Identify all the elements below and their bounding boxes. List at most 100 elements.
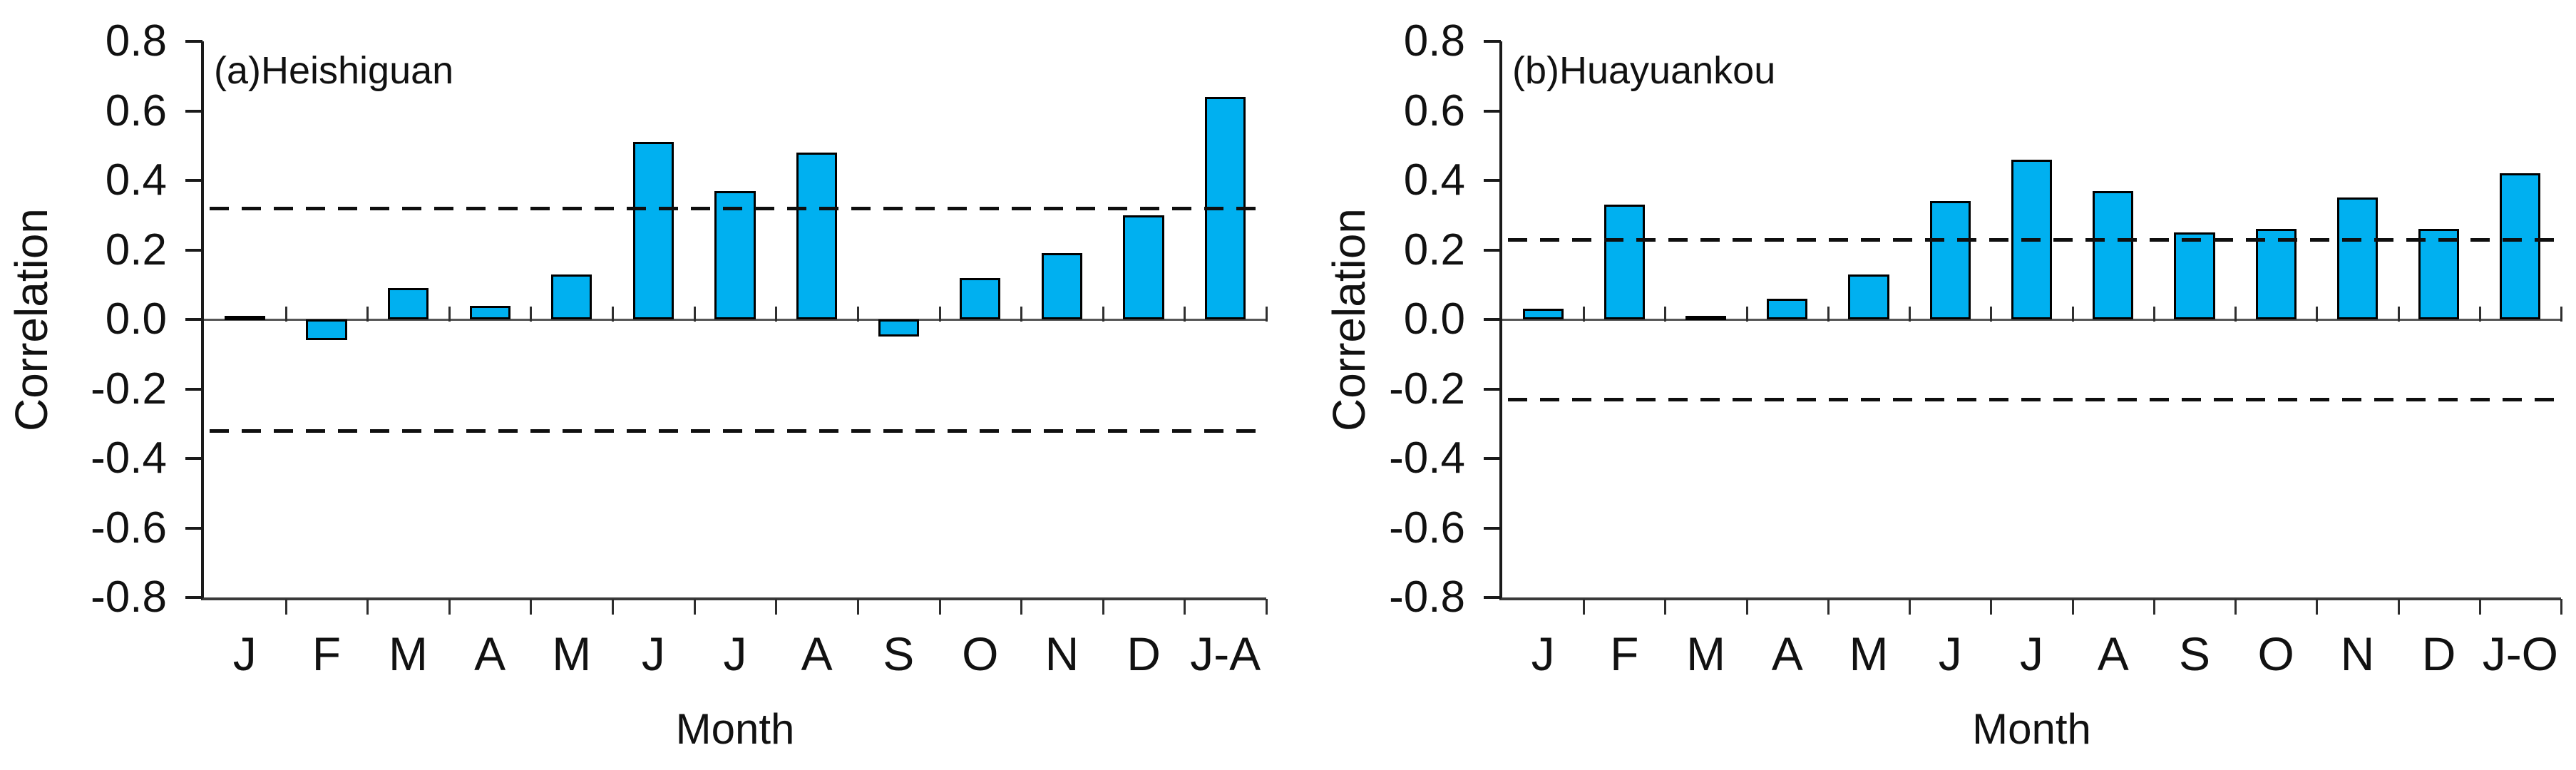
x-tick-label: J-O: [2482, 627, 2559, 680]
category-tick-bottom: [366, 599, 369, 615]
category-tick-zero: [2478, 307, 2481, 322]
bar: [469, 305, 510, 319]
category-tick-bottom: [530, 599, 533, 615]
x-axis-title: Month: [1972, 705, 2091, 753]
y-tick-label: 0.2: [1403, 225, 1465, 274]
y-tick-label: -0.2: [91, 364, 167, 414]
y-axis-tick: [1484, 179, 1501, 182]
category-tick-bottom: [1266, 599, 1268, 615]
x-tick-label: J: [1938, 627, 1962, 680]
category-tick-zero: [1266, 307, 1268, 322]
category-tick-zero: [2560, 307, 2562, 322]
x-tick-label: F: [1610, 627, 1639, 680]
bar: [632, 142, 674, 319]
bar: [2093, 190, 2134, 319]
y-axis-tick: [185, 179, 202, 182]
category-tick-bottom: [2316, 599, 2319, 615]
category-tick-bottom: [1020, 599, 1023, 615]
bar: [2255, 229, 2297, 319]
y-tick-label: 0.0: [1403, 294, 1465, 344]
category-tick-bottom: [2397, 599, 2400, 615]
bar: [796, 153, 838, 319]
bar: [1123, 215, 1164, 319]
y-tick-label: 0.2: [105, 225, 167, 274]
category-tick-bottom: [2234, 599, 2237, 615]
bar: [2418, 229, 2460, 319]
x-tick-label: A: [1771, 627, 1803, 680]
x-tick-label: J: [723, 627, 747, 680]
x-tick-label: A: [801, 627, 833, 680]
y-tick-label: 0.8: [105, 16, 167, 66]
y-tick-label: -0.8: [91, 573, 167, 622]
significance-dashed-line: [210, 429, 1259, 433]
category-tick-bottom: [1990, 599, 1993, 615]
x-tick-label: S: [2178, 627, 2210, 680]
x-tick-label: J: [641, 627, 665, 680]
y-tick-label: 0.6: [1403, 86, 1465, 135]
x-tick-label: M: [1849, 627, 1889, 680]
y-tick-label: -0.6: [91, 503, 167, 553]
category-tick-zero: [612, 307, 615, 322]
category-tick-bottom: [1909, 599, 1912, 615]
category-tick-zero: [1020, 307, 1023, 322]
x-tick-label: M: [389, 627, 429, 680]
bar: [1848, 274, 1889, 319]
category-tick-zero: [1827, 307, 1830, 322]
bar: [960, 277, 1001, 319]
x-tick-label: D: [2421, 627, 2456, 680]
plot-area: (a)Heishiguan Month 0.8 0.6 0.4 0.2 0.0 -0.2 -…: [91, 16, 1268, 753]
x-tick-label: O: [2257, 627, 2294, 680]
category-tick-bottom: [284, 599, 287, 615]
panel-title: (a)Heishiguan: [214, 49, 454, 92]
bar: [878, 319, 919, 337]
category-tick-zero: [2234, 307, 2237, 322]
bar: [387, 288, 429, 319]
panel-huayuankou: Correlation (b)Huayuankou Month 0.8 0.6 0.…: [1288, 0, 2576, 770]
category-tick-bottom: [1827, 599, 1830, 615]
x-tick-label: F: [312, 627, 342, 680]
category-tick-zero: [1583, 307, 1586, 322]
category-tick-bottom: [1583, 599, 1586, 615]
bar: [2174, 232, 2215, 319]
bar: [1929, 201, 1971, 319]
category-tick-zero: [284, 307, 287, 322]
x-axis-title: Month: [675, 705, 795, 753]
y-tick-label: -0.4: [91, 433, 167, 483]
y-tick-label: 0.6: [105, 86, 167, 135]
category-tick-bottom: [1745, 599, 1748, 615]
category-tick-bottom: [2560, 599, 2562, 615]
category-tick-zero: [1909, 307, 1912, 322]
category-tick-bottom: [612, 599, 615, 615]
x-tick-label: O: [962, 627, 999, 680]
x-tick-label: J-A: [1190, 627, 1261, 680]
y-tick-label: -0.2: [1389, 364, 1465, 414]
bar: [714, 190, 756, 319]
y-axis-tick: [1484, 318, 1501, 321]
y-tick-label: 0.8: [1403, 16, 1465, 66]
category-tick-zero: [1990, 307, 1993, 322]
y-axis-tick: [185, 109, 202, 113]
y-axis-tick: [185, 318, 202, 321]
category-tick-bottom: [1664, 599, 1667, 615]
y-axis-tick: [185, 596, 202, 599]
category-tick-bottom: [1102, 599, 1104, 615]
panel-heishiguan: Correlation (a)Heishiguan Month 0.8 0.6 0.…: [6, 16, 1268, 753]
x-tick-label: J: [232, 627, 257, 680]
category-tick-bottom: [2478, 599, 2481, 615]
category-tick-bottom: [856, 599, 859, 615]
x-tick-label: A: [2097, 627, 2129, 680]
y-tick-label: 0.4: [105, 155, 167, 205]
y-axis-tick: [1484, 457, 1501, 460]
x-tick-label: M: [552, 627, 592, 680]
x-tick-label: M: [1686, 627, 1726, 680]
y-tick-label: -0.8: [1389, 573, 1465, 622]
y-axis-tick: [1484, 387, 1501, 391]
x-tick-label: J: [2020, 627, 2043, 680]
y-tick-label: -0.6: [1389, 503, 1465, 553]
category-tick-zero: [2071, 307, 2074, 322]
y-axis-tick: [1484, 596, 1501, 599]
bar: [1522, 309, 1564, 319]
bar: [2500, 173, 2541, 319]
category-tick-bottom: [693, 599, 696, 615]
bar: [1603, 205, 1645, 319]
